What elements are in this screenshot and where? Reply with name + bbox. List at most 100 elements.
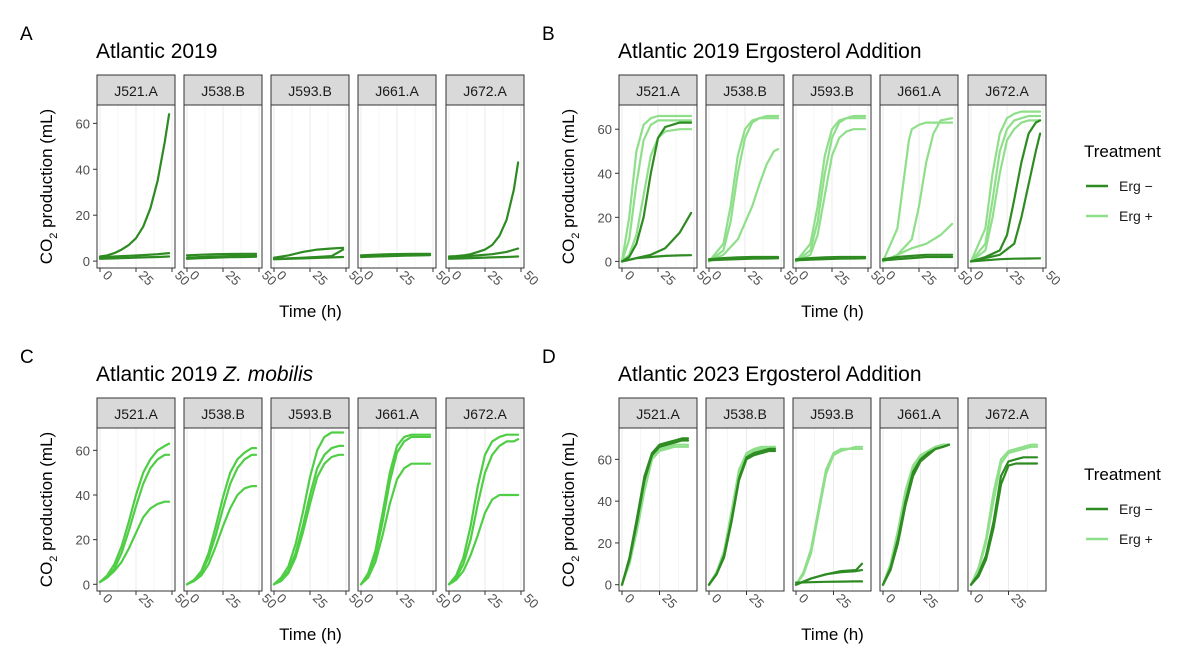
panel-c: C Atlantic 2019 Z. mobilis CO2 production …: [20, 347, 542, 644]
facet-strip-label: J593.B: [288, 83, 332, 99]
y-tick-label: 20: [598, 536, 612, 551]
facet-strip-label: J672.A: [985, 406, 1029, 422]
x-tick-label: 25: [485, 268, 506, 289]
y-tick-label: 0: [605, 578, 612, 593]
series-line-erg-minus: [185, 252, 258, 257]
x-tick-label: 25: [397, 268, 418, 289]
facet-border: [967, 427, 1047, 592]
series-line-erg-minus: [620, 437, 690, 586]
facet-strip-label: J593.B: [810, 406, 854, 422]
facet-j661-a: J661.A 0 25: [879, 397, 959, 611]
series-line-erg-minus: [98, 113, 171, 258]
facet-strip-label: J521.A: [636, 406, 680, 422]
facet-strip-label: J661.A: [375, 406, 419, 422]
y-axis-label: CO2 production (mL): [559, 109, 582, 264]
facet-j672-a: J672.A 0 25 50: [967, 74, 1064, 289]
series-line-erg-minus: [794, 580, 864, 584]
x-tick-label: 25: [397, 591, 418, 612]
series-line-zymo: [98, 442, 171, 584]
panel-letter: C: [20, 347, 34, 368]
facet-j672-a: J672.A 0 25 50: [445, 74, 542, 289]
facet-strip-label: J538.B: [201, 406, 245, 422]
x-tick-label: 0: [971, 591, 987, 607]
series-line-zymo: [447, 433, 520, 586]
series-line-erg-minus: [185, 255, 258, 260]
y-tick-label: 60: [598, 122, 612, 137]
facet-strip: [445, 74, 525, 106]
panel-title: Atlantic 2019 Ergosterol Addition: [618, 40, 922, 63]
series-line-erg-minus: [620, 121, 693, 263]
series-line-erg-plus: [969, 114, 1042, 263]
series-line-erg-minus: [272, 255, 345, 261]
legend-label: Erg −: [1119, 178, 1153, 194]
series-line-erg-plus: [620, 119, 693, 263]
series-line-erg-minus: [707, 257, 780, 262]
facet-j538-b: J538.B 0 25: [705, 397, 785, 611]
series-line-erg-plus: [707, 114, 780, 263]
facet-j521-a: J521.A0 25 50: [618, 74, 715, 289]
facet-j593-b: J593.B 0 25: [792, 397, 872, 612]
panel-letter: D: [542, 347, 556, 368]
x-tick-label: 25: [1007, 268, 1028, 289]
series-line-erg-minus: [359, 252, 432, 257]
facet-strip-label: J593.B: [288, 406, 332, 422]
series-line-zymo: [359, 435, 432, 586]
x-tick-label: 25: [745, 268, 766, 289]
facet-j521-a: J521.A 0 25: [618, 397, 698, 611]
series-line-zymo: [359, 462, 432, 586]
facet-j661-a: J661.A0 25 50: [357, 74, 454, 289]
series-line-erg-minus: [881, 443, 951, 586]
x-axis-label: Time (h): [279, 302, 342, 321]
y-tick-label: 0: [83, 254, 90, 269]
facet-j521-a: J521.A0 25 50: [96, 74, 193, 289]
y-tick-label: 20: [76, 533, 90, 548]
series-line-erg-plus: [794, 117, 867, 263]
panel-title-text: Atlantic 2019 Ergosterol Addition: [618, 40, 922, 63]
facet-strip: [96, 74, 176, 106]
facet-j538-b: J538.B0 25 50: [183, 397, 280, 611]
series-line-erg-minus: [272, 246, 345, 259]
facet-j672-a: J672.A 0 25: [967, 397, 1047, 611]
facet-strip-label: J538.B: [723, 406, 767, 422]
facet-strip: [357, 74, 437, 106]
y-axis-label: CO2 production (mL): [37, 109, 60, 264]
y-tick-label: 60: [76, 116, 90, 131]
x-tick-label: 25: [136, 268, 157, 289]
facet-j593-b: J593.B0 25 50: [270, 74, 367, 288]
x-tick-label: 25: [310, 591, 331, 612]
facet-j661-a: J661.A0 25 50: [357, 397, 454, 612]
series-line-erg-plus: [881, 117, 954, 263]
facet-strip-label: J661.A: [897, 406, 941, 422]
y-tick-label: 20: [598, 210, 612, 225]
x-tick-label: 25: [658, 268, 679, 289]
facet-strip: [705, 74, 785, 106]
x-tick-label: 0: [883, 591, 899, 607]
y-tick-label: 40: [598, 494, 612, 509]
panel-title-italic: Z. mobilis: [222, 363, 313, 386]
facet-strip: [618, 74, 698, 106]
series-line-zymo: [272, 431, 345, 586]
facet-strip: [618, 397, 698, 429]
x-tick-label: 25: [832, 268, 853, 289]
facet-strip-label: J672.A: [463, 406, 507, 422]
x-tick-label: 0: [709, 591, 725, 607]
series-line-erg-plus: [969, 445, 1039, 586]
legend-label: Erg −: [1119, 501, 1153, 517]
series-line-erg-plus: [794, 114, 867, 263]
x-tick-label: 25: [833, 591, 854, 612]
series-line-zymo: [447, 438, 520, 586]
series-line-erg-minus: [969, 456, 1039, 586]
series-line-erg-minus: [620, 254, 693, 263]
series-line-zymo: [272, 444, 345, 586]
series-line-erg-minus: [794, 257, 867, 262]
x-tick-label: 0: [971, 268, 987, 284]
series-line-erg-minus: [969, 119, 1042, 263]
y-tick-label: 0: [83, 577, 90, 592]
series-line-erg-minus: [707, 449, 777, 586]
panel-a: A Atlantic 2019 CO2 production (mL) 0 20 40 60…: [20, 24, 542, 321]
series-line-zymo: [185, 453, 258, 586]
y-tick-label: 60: [76, 443, 90, 458]
series-line-erg-minus: [969, 132, 1042, 263]
facet-strip: [792, 74, 872, 106]
